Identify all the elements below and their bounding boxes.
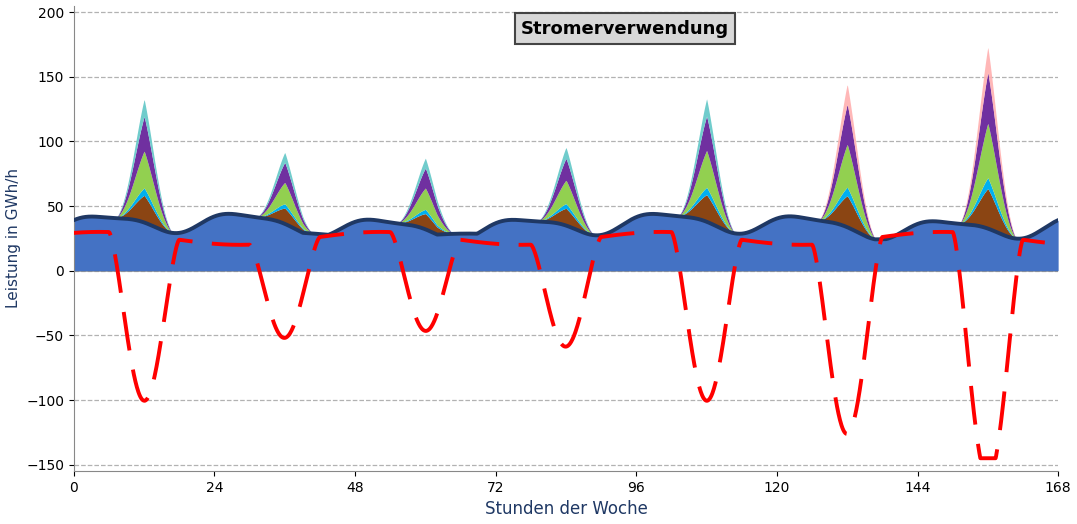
Y-axis label: Leistung in GWh/h: Leistung in GWh/h xyxy=(5,168,20,308)
Text: Stromerverwendung: Stromerverwendung xyxy=(521,19,729,38)
X-axis label: Stunden der Woche: Stunden der Woche xyxy=(485,500,647,518)
